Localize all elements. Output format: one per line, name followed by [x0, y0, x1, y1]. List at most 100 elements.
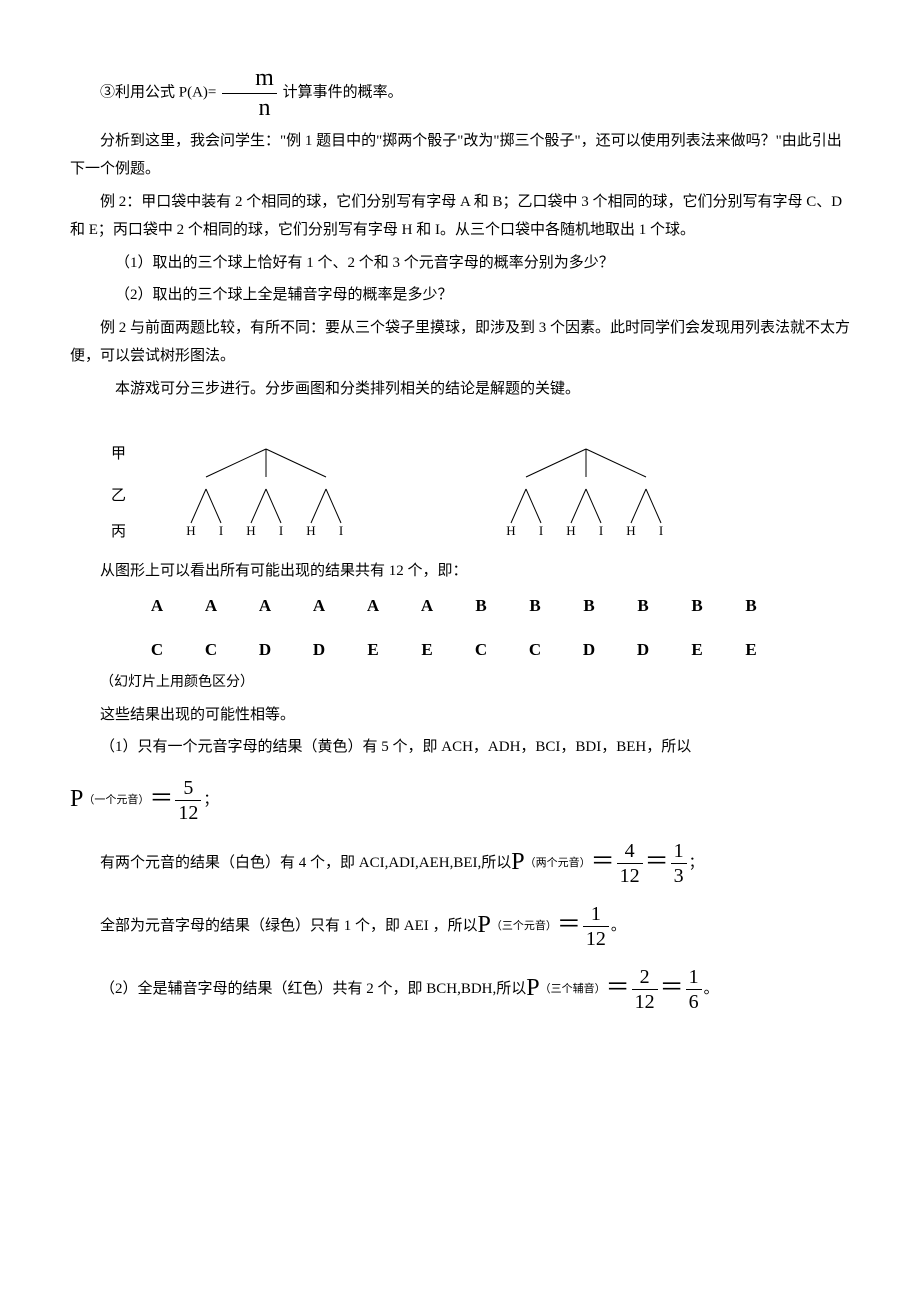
- post-4: 。: [704, 975, 719, 1004]
- frac-num: 4: [617, 839, 643, 864]
- frac-num: 1: [671, 839, 687, 864]
- outcome-cell: E: [670, 634, 724, 666]
- document-page: ③利用公式 P(A)= m n 计算事件的概率。 分析到这里，我会问学生："例 …: [0, 0, 920, 1068]
- tree-label-2: 乙: [70, 475, 126, 517]
- fraction-m-over-n: m n: [222, 64, 277, 123]
- svg-text:I: I: [279, 523, 283, 538]
- svg-text:H: H: [246, 523, 255, 538]
- paragraph-2: 例 2：甲口袋中装有 2 个相同的球，它们分别写有字母 A 和 B；乙口袋中 3…: [70, 188, 850, 245]
- outcome-cell: A: [184, 590, 238, 622]
- outcome-cell: D: [616, 634, 670, 666]
- svg-text:I: I: [339, 523, 343, 538]
- slide-note: （幻灯片上用颜色区分）: [100, 670, 850, 697]
- outcome-cell: D: [292, 634, 346, 666]
- frac-den: 12: [583, 927, 609, 951]
- frac-den: 12: [175, 801, 201, 825]
- P-symbol-4: P: [526, 966, 539, 1012]
- tree-label-1: 甲: [70, 433, 126, 475]
- outcome-cell: E: [400, 634, 454, 666]
- result-2-text: 有两个元音的结果（白色）有 4 个，即 ACI,ADI,AEH,BEI,所以: [100, 849, 511, 878]
- frac-2-12: 2 12: [632, 965, 658, 1014]
- post-2: ；: [689, 849, 704, 878]
- frac-den: 12: [617, 864, 643, 888]
- formula-pre-text: ③利用公式 P(A)=: [100, 85, 216, 101]
- outcome-cell: C: [508, 634, 562, 666]
- outcome-cell: A: [346, 590, 400, 622]
- svg-text:H: H: [566, 523, 575, 538]
- tree-label-3: 丙: [70, 517, 126, 547]
- outcome-cell: B: [454, 590, 508, 622]
- outcome-cell: D: [238, 634, 292, 666]
- result-1-formula: P （一个元音） ＝ 5 12 ；: [70, 776, 850, 825]
- outcome-cell: B: [616, 590, 670, 622]
- result-3-line: 全部为元音字母的结果（绿色）只有 1 个，即 AEI ，所以 P （三个元音） …: [100, 902, 850, 951]
- outcome-cell: D: [562, 634, 616, 666]
- frac-num: 5: [175, 776, 201, 801]
- svg-text:I: I: [539, 523, 543, 538]
- eq-1: ＝: [149, 777, 173, 823]
- svg-text:H: H: [186, 523, 195, 538]
- svg-text:H: H: [626, 523, 635, 538]
- eq-3: ＝: [557, 903, 581, 949]
- result-3-text: 全部为元音字母的结果（绿色）只有 1 个，即 AEI ，所以: [100, 912, 478, 941]
- outcome-row-a: AAAAAABBBBBB: [130, 590, 850, 622]
- formula-paragraph: ③利用公式 P(A)= m n 计算事件的概率。: [70, 64, 850, 123]
- sub-3: （三个元音）: [491, 916, 557, 937]
- result-4-line: （2）全是辅音字母的结果（红色）共有 2 个，即 BCH,BDH,所以 P （三…: [100, 965, 850, 1014]
- sub-2: （两个元音）: [525, 853, 591, 874]
- eq-2b: ＝: [645, 840, 669, 886]
- P-symbol: P: [70, 777, 83, 823]
- svg-text:H: H: [506, 523, 515, 538]
- frac-1-6: 1 6: [686, 965, 702, 1014]
- svg-text:I: I: [219, 523, 223, 538]
- outcome-cell: C: [130, 634, 184, 666]
- frac-num: m: [222, 64, 277, 94]
- outcome-cell: A: [292, 590, 346, 622]
- eq-4a: ＝: [606, 966, 630, 1012]
- frac-den: 6: [686, 990, 702, 1014]
- eq-4b: ＝: [660, 966, 684, 1012]
- outcome-cell: C: [454, 634, 508, 666]
- frac-1-12: 1 12: [583, 902, 609, 951]
- post-3: 。: [611, 912, 626, 941]
- sub-4: （三个辅音）: [540, 979, 606, 1000]
- frac-den: 12: [632, 990, 658, 1014]
- frac-num: 1: [686, 965, 702, 990]
- outcome-cell: B: [670, 590, 724, 622]
- tree-row-labels: 甲 乙 丙: [70, 433, 126, 553]
- frac-den: 3: [671, 864, 687, 888]
- svg-text:I: I: [659, 523, 663, 538]
- P-symbol-2: P: [511, 840, 524, 886]
- tree-diagram: 甲 乙 丙 HIHIHIHIHIHI: [70, 433, 850, 553]
- result-1-text: （1）只有一个元音字母的结果（黄色）有 5 个，即 ACH，ADH，BCI，BD…: [100, 733, 850, 762]
- P-symbol-3: P: [478, 903, 491, 949]
- result-2-line: 有两个元音的结果（白色）有 4 个，即 ACI,ADI,AEH,BEI,所以 P…: [100, 839, 850, 888]
- paragraph-4: 本游戏可分三步进行。分步画图和分类排列相关的结论是解题的关键。: [70, 375, 850, 404]
- eq-2a: ＝: [591, 840, 615, 886]
- post-1: ；: [203, 786, 218, 815]
- question-2: （2）取出的三个球上全是辅音字母的概率是多少？: [70, 281, 850, 310]
- frac-num: 1: [583, 902, 609, 927]
- result-4-text: （2）全是辅音字母的结果（红色）共有 2 个，即 BCH,BDH,所以: [100, 975, 526, 1004]
- svg-text:H: H: [306, 523, 315, 538]
- outcome-cell: A: [400, 590, 454, 622]
- frac-den: n: [222, 94, 277, 123]
- outcome-cell: E: [724, 634, 778, 666]
- outcome-cell: A: [130, 590, 184, 622]
- after-tree-text: 从图形上可以看出所有可能出现的结果共有 12 个，即：: [100, 557, 850, 586]
- frac-num: 2: [632, 965, 658, 990]
- equal-likely-note: 这些结果出现的可能性相等。: [100, 701, 850, 730]
- outcome-cell: B: [724, 590, 778, 622]
- frac-1-3: 1 3: [671, 839, 687, 888]
- paragraph-3: 例 2 与前面两题比较，有所不同：要从三个袋子里摸球，即涉及到 3 个因素。此时…: [70, 314, 850, 371]
- frac-5-12: 5 12: [175, 776, 201, 825]
- frac-4-12: 4 12: [617, 839, 643, 888]
- outcome-cell: E: [346, 634, 400, 666]
- question-1: （1）取出的三个球上恰好有 1 个、2 个和 3 个元音字母的概率分别为多少？: [70, 249, 850, 278]
- paragraph-1: 分析到这里，我会问学生："例 1 题目中的"掷两个骰子"改为"掷三个骰子"，还可…: [70, 127, 850, 184]
- sub-1: （一个元音）: [83, 790, 149, 811]
- formula-post-text: 计算事件的概率。: [283, 85, 403, 101]
- outcome-row-b: CCDDEECCDDEE: [130, 634, 850, 666]
- tree-svg: HIHIHIHIHIHI: [126, 433, 706, 553]
- outcome-cell: B: [562, 590, 616, 622]
